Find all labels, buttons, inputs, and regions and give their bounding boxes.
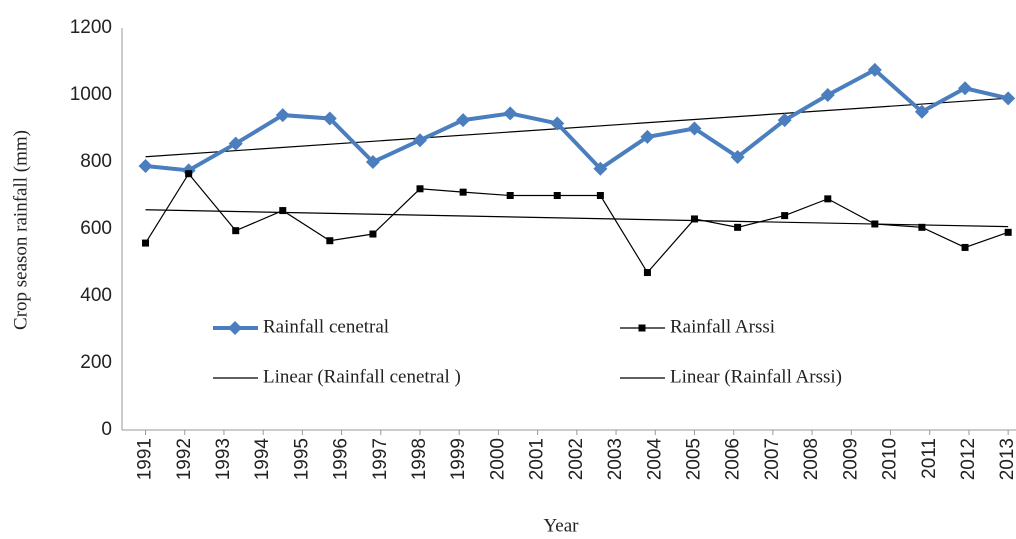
x-tick-label: 2006 bbox=[723, 438, 744, 480]
x-tick-label: 2008 bbox=[801, 438, 822, 480]
x-tick-label: 2002 bbox=[566, 438, 587, 480]
data-point bbox=[550, 116, 565, 131]
data-point bbox=[506, 192, 514, 199]
x-tick-label: 2004 bbox=[644, 438, 665, 481]
x-tick-label: 2011 bbox=[919, 438, 940, 479]
x-tick-label: 2009 bbox=[840, 438, 861, 480]
x-tick-label: 2013 bbox=[997, 438, 1016, 480]
data-point bbox=[820, 88, 835, 102]
data-point bbox=[553, 192, 561, 199]
data-point bbox=[914, 104, 929, 119]
data-point bbox=[275, 108, 290, 123]
data-point bbox=[730, 149, 745, 164]
data-point bbox=[687, 121, 702, 136]
x-tick-label: 2005 bbox=[683, 438, 704, 480]
legend-marker bbox=[638, 324, 646, 332]
data-point bbox=[503, 106, 518, 121]
data-point bbox=[413, 133, 427, 148]
data-point bbox=[640, 129, 655, 144]
y-tick-label: 400 bbox=[80, 285, 112, 306]
data-point bbox=[781, 212, 789, 220]
trend-line bbox=[145, 97, 1009, 158]
data-point bbox=[185, 170, 193, 178]
data-point bbox=[326, 237, 334, 245]
y-tick-label: 1000 bbox=[70, 84, 112, 105]
y-tick-label: 0 bbox=[101, 419, 112, 440]
y-tick-label: 1200 bbox=[70, 17, 112, 38]
data-point bbox=[142, 239, 150, 247]
data-point bbox=[138, 159, 153, 174]
x-tick-label: 2000 bbox=[487, 438, 508, 480]
data-point bbox=[369, 230, 377, 238]
x-tick-label: 1999 bbox=[448, 438, 469, 480]
data-point bbox=[459, 188, 467, 196]
y-axis-label: Crop season rainfall (mm) bbox=[10, 130, 31, 330]
x-tick-label: 1997 bbox=[370, 438, 391, 480]
x-tick-label: 2003 bbox=[605, 438, 626, 480]
data-point bbox=[232, 227, 240, 235]
x-axis-label: Year bbox=[543, 515, 579, 536]
data-point bbox=[958, 81, 973, 96]
legend-label: Linear (Rainfall Arssi) bbox=[670, 366, 842, 387]
x-tick-label: 1993 bbox=[213, 438, 234, 480]
x-tick-label: 1992 bbox=[174, 438, 195, 480]
legend-label: Rainfall cenetral bbox=[263, 316, 389, 337]
y-tick-label: 200 bbox=[80, 352, 112, 373]
data-point bbox=[734, 223, 742, 231]
data-point bbox=[918, 223, 926, 231]
x-tick-label: 2010 bbox=[880, 438, 901, 480]
data-point bbox=[1004, 228, 1012, 236]
data-point bbox=[824, 195, 832, 203]
series-line bbox=[145, 67, 1009, 173]
series-line bbox=[145, 172, 1009, 274]
data-point bbox=[867, 62, 882, 77]
legend-marker bbox=[228, 321, 242, 335]
trend-line bbox=[145, 209, 1009, 228]
x-tick-label: 2001 bbox=[527, 438, 548, 480]
data-point bbox=[279, 207, 287, 215]
data-point bbox=[456, 113, 471, 128]
data-point bbox=[593, 161, 608, 176]
data-point bbox=[961, 243, 969, 251]
data-point bbox=[643, 269, 651, 277]
legend-label: Linear (Rainfall cenetral ) bbox=[263, 366, 461, 387]
data-point bbox=[596, 192, 604, 199]
data-point bbox=[1001, 91, 1016, 106]
x-tick-label: 1998 bbox=[409, 438, 430, 480]
x-tick-label: 1994 bbox=[252, 438, 273, 481]
data-point bbox=[365, 155, 380, 169]
y-tick-label: 600 bbox=[80, 218, 112, 239]
data-point bbox=[777, 113, 792, 128]
x-tick-label: 1991 bbox=[135, 438, 156, 480]
legend-label: Rainfall Arssi bbox=[670, 316, 775, 337]
data-point bbox=[228, 136, 243, 151]
data-point bbox=[322, 111, 337, 126]
y-tick-label: 800 bbox=[80, 151, 112, 172]
data-point bbox=[871, 220, 879, 228]
x-tick-label: 1995 bbox=[291, 438, 312, 480]
x-tick-label: 1996 bbox=[331, 438, 352, 480]
data-point bbox=[690, 215, 698, 223]
x-tick-label: 2012 bbox=[958, 438, 979, 480]
data-point bbox=[416, 185, 424, 193]
x-tick-label: 2007 bbox=[762, 438, 783, 480]
